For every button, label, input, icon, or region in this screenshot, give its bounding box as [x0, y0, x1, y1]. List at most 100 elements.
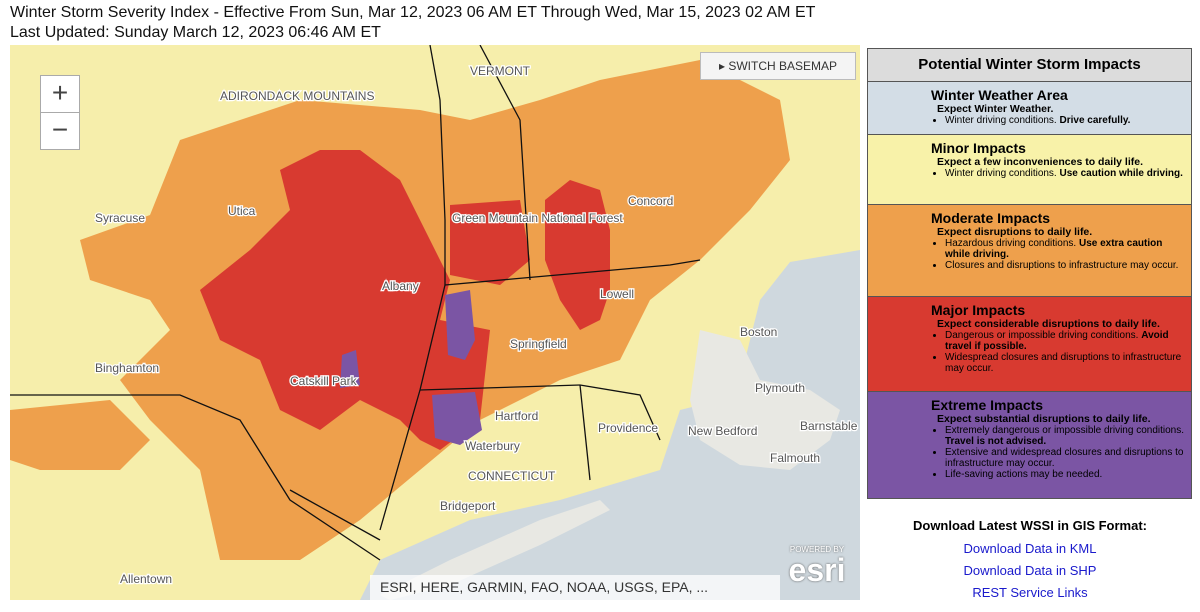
page-title: Winter Storm Severity Index - Effective …: [10, 4, 816, 21]
major-area: [545, 180, 610, 330]
major-area: [200, 150, 490, 450]
bullet-text: Life-saving actions may be needed.: [945, 469, 1103, 480]
legend-item-title: Extreme Impacts: [931, 397, 1044, 413]
legend-swatch: [868, 82, 923, 134]
legend-item-subtitle: Expect a few inconveniences to daily lif…: [937, 156, 1143, 168]
bullet-emphasis: Use extra caution while driving.: [945, 238, 1163, 260]
bullet-text: Winter driving conditions.: [945, 115, 1060, 126]
legend-swatch: [868, 297, 923, 391]
place-label: Utica: [228, 204, 256, 218]
legend-item-subtitle: Expect disruptions to daily life.: [937, 226, 1093, 238]
legend-bullets: Extremely dangerous or impossible drivin…: [931, 425, 1185, 480]
bullet-text: Extremely dangerous or impossible drivin…: [945, 425, 1185, 436]
legend-text: Major Impacts Expect considerable disrupt…: [923, 297, 1191, 391]
button-label: SWITCH BASEMAP: [728, 59, 838, 73]
legend-item-title: Moderate Impacts: [931, 210, 1051, 226]
brand: esri: [788, 552, 846, 588]
legend-bullet: Closures and disruptions to infrastructu…: [945, 260, 1185, 271]
place-label: Concord: [628, 194, 673, 208]
map[interactable]: ADIRONDACK MOUNTAINS VERMONT Syracuse Utica…: [10, 45, 860, 600]
legend-swatch: [868, 135, 923, 204]
legend-text: Extreme Impacts Expect substantial disrup…: [923, 392, 1191, 498]
bullet-emphasis: Drive carefully.: [1059, 115, 1131, 126]
legend-item-title: Major Impacts: [931, 302, 1026, 318]
place-label: VERMONT: [470, 64, 531, 78]
bullet-text: Hazardous driving conditions.: [945, 238, 1079, 249]
legend: Potential Winter Storm Impacts Winter We…: [867, 48, 1192, 499]
legend-bullet: Extremely dangerous or impossible drivin…: [945, 425, 1185, 447]
place-label: Boston: [740, 325, 777, 339]
legend-item-subtitle: Expect Winter Weather.: [937, 103, 1054, 115]
bullet-text: Extensive and widespread closures and di…: [945, 447, 1184, 469]
bullet-text: Widespread closures and disruptions to i…: [945, 352, 1182, 374]
map-canvas: ADIRONDACK MOUNTAINS VERMONT Syracuse Utica…: [10, 45, 860, 600]
legend-item-subtitle: Expect substantial disruptions to daily …: [937, 413, 1151, 425]
extreme-area: [432, 392, 482, 445]
place-label: Syracuse: [95, 211, 145, 225]
place-label: Hartford: [495, 409, 538, 423]
legend-item-title: Winter Weather Area: [931, 87, 1068, 103]
legend-item-subtitle: Expect considerable disruptions to daily…: [937, 318, 1160, 330]
download-item: REST Service Links: [880, 585, 1180, 600]
legend-bullets: Winter driving conditions. Drive careful…: [931, 115, 1130, 126]
place-label: Green Mountain National Forest: [452, 211, 623, 225]
legend-swatch: [868, 392, 923, 498]
bullet-emphasis: Avoid travel if possible.: [945, 330, 1169, 352]
attribution: ESRI, HERE, GARMIN, FAO, NOAA, USGS, EPA…: [370, 575, 780, 600]
downloads-title: Download Latest WSSI in GIS Format:: [912, 518, 1147, 533]
place-label: Albany: [382, 279, 419, 293]
extreme-area: [340, 350, 360, 388]
moderate-area: [10, 400, 150, 470]
place-label: Binghamton: [95, 361, 159, 375]
place-label: Springfield: [510, 337, 567, 351]
place-label: Waterbury: [465, 439, 520, 453]
place-label: New Bedford: [688, 424, 757, 438]
legend-text: Winter Weather Area Expect Winter Weather…: [923, 82, 1137, 134]
legend-row: Moderate Impacts Expect disruptions to da…: [868, 204, 1191, 296]
zoom-out[interactable]: −: [40, 112, 80, 150]
download-link[interactable]: Download Data in SHP: [963, 563, 1097, 578]
place-label: CONNECTICUT: [468, 469, 556, 483]
major-area: [450, 200, 530, 285]
legend-bullets: Winter driving conditions. Use caution w…: [931, 168, 1183, 179]
legend-bullet: Hazardous driving conditions. Use extra …: [945, 238, 1185, 260]
bullet-text: Closures and disruptions to infrastructu…: [945, 260, 1179, 271]
legend-bullet: Winter driving conditions. Use caution w…: [945, 168, 1183, 179]
zoom-in[interactable]: +: [40, 75, 80, 113]
legend-row: Winter Weather Area Expect Winter Weather…: [868, 81, 1191, 134]
legend-row: Extreme Impacts Expect substantial disrup…: [868, 391, 1191, 498]
place-label: ADIRONDACK MOUNTAINS: [220, 89, 374, 103]
bullet-emphasis: Travel is not advised.: [945, 436, 1047, 447]
ocean: [360, 250, 860, 600]
download-item: Download Data in KML: [880, 541, 1180, 556]
legend-bullets: Hazardous driving conditions. Use extra …: [931, 238, 1185, 271]
place-label: Plymouth: [755, 381, 805, 395]
legend-bullet: Widespread closures and disruptions to i…: [945, 352, 1185, 374]
bullet-emphasis: Use caution while driving.: [1059, 168, 1183, 179]
legend-item-title: Minor Impacts: [931, 140, 1026, 156]
download-item: Download Data in SHP: [880, 563, 1180, 578]
esri-logo: POWERED BY esri: [778, 545, 856, 586]
legend-bullet: Dangerous or impossible driving conditio…: [945, 330, 1185, 352]
download-link[interactable]: REST Service Links: [972, 585, 1088, 600]
legend-title: Potential Winter Storm Impacts: [868, 49, 1191, 81]
bullet-text: Dangerous or impossible driving conditio…: [945, 330, 1142, 341]
legend-row: Minor Impacts Expect a few inconveniences…: [868, 134, 1191, 204]
place-label: Providence: [598, 421, 658, 435]
legend-bullet: Extensive and widespread closures and di…: [945, 447, 1185, 469]
legend-text: Minor Impacts Expect a few inconveniences…: [923, 135, 1189, 204]
bullet-text: Winter driving conditions.: [945, 168, 1060, 179]
legend-text: Moderate Impacts Expect disruptions to da…: [923, 205, 1191, 296]
cape-cod: [690, 330, 840, 470]
place-label: Catskill Park: [290, 374, 358, 388]
legend-swatch: [868, 205, 923, 296]
place-label: Allentown: [120, 572, 172, 586]
switch-basemap-button[interactable]: ▸ SWITCH BASEMAP: [700, 52, 856, 80]
place-label: Barnstable: [800, 419, 858, 433]
legend-row: Major Impacts Expect considerable disrupt…: [868, 296, 1191, 391]
download-link[interactable]: Download Data in KML: [963, 541, 1097, 556]
legend-bullets: Dangerous or impossible driving conditio…: [931, 330, 1185, 374]
place-label: Bridgeport: [440, 499, 496, 513]
powered-by: POWERED BY: [789, 545, 845, 554]
